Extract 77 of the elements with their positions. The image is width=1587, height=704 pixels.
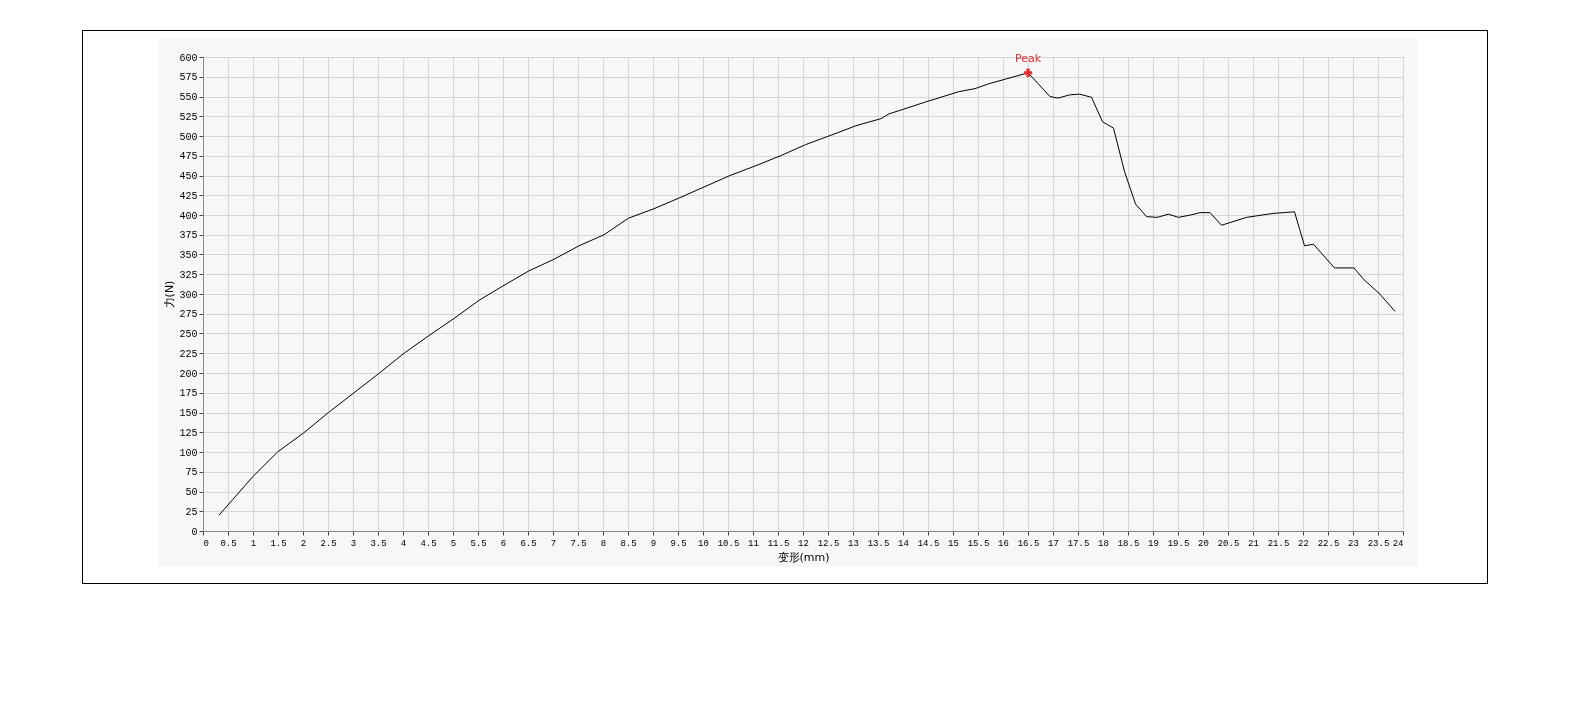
x-tick-label: 11: [748, 538, 759, 549]
x-tick-label: 1: [250, 538, 257, 549]
y-tick-label: 325: [179, 269, 198, 281]
x-tick-label: 3: [350, 538, 357, 549]
y-tick-label: 500: [179, 131, 198, 143]
y-tick-label: 0: [191, 526, 198, 538]
x-tick-label: 1.5: [270, 538, 287, 549]
x-tick-label: 3.5: [370, 538, 387, 549]
y-tick-label: 175: [179, 388, 198, 400]
y-tick-label: 450: [179, 171, 198, 182]
y-tick-label: 550: [179, 92, 198, 103]
x-tick-label: 13.5: [867, 538, 890, 549]
x-tick-label: 7.5: [570, 538, 587, 549]
y-tick-label: 375: [179, 230, 198, 242]
x-tick-label: 6.5: [520, 538, 537, 549]
x-tick-label: 13: [848, 538, 859, 549]
x-axis-title: 变形(mm): [777, 550, 830, 564]
y-tick-label: 350: [179, 250, 198, 261]
x-tick-label: 22.5: [1317, 538, 1340, 549]
x-tick-label: 17: [1048, 538, 1059, 549]
x-tick-label: 17.5: [1067, 538, 1090, 549]
x-tick-label: 4: [400, 538, 407, 549]
x-tick-label: 24: [1392, 538, 1404, 549]
x-tick-label: 2: [300, 538, 307, 549]
y-tick-label: 525: [179, 111, 198, 123]
x-tick-label: 19.5: [1167, 538, 1190, 549]
x-tick-label: 23.5: [1367, 538, 1390, 549]
x-tick-label: 9.5: [670, 538, 687, 549]
x-tick-label: 15: [948, 538, 959, 549]
y-tick-label: 300: [179, 289, 198, 301]
x-tick-label: 19: [1148, 538, 1159, 549]
x-tick-label: 4.5: [420, 538, 437, 549]
x-tick-label: 12: [798, 538, 809, 549]
y-tick-label: 25: [185, 506, 198, 518]
annotation: Peak: [1014, 51, 1042, 65]
x-tick-label: 16: [998, 538, 1009, 549]
x-tick-label: 8.5: [620, 538, 637, 549]
x-tick-label: 10: [698, 538, 709, 549]
y-tick-label: 400: [179, 210, 198, 222]
x-tick-label: 7: [550, 538, 557, 549]
x-tick-label: 6: [500, 538, 507, 549]
y-tick-label: 275: [179, 309, 198, 321]
x-tick-label: 5.5: [470, 538, 487, 549]
x-tick-label: 23: [1348, 538, 1359, 549]
x-tick-label: 16.5: [1017, 538, 1040, 549]
y-tick-label: 50: [185, 487, 198, 498]
y-tick-label: 200: [179, 368, 198, 380]
x-tick-label: 0.5: [220, 538, 237, 549]
x-tick-label: 22: [1298, 538, 1309, 549]
y-tick-label: 125: [179, 427, 198, 439]
x-tick-label: 0: [203, 538, 209, 549]
y-tick-label: 600: [179, 52, 198, 64]
x-tick-label: 12.5: [817, 538, 840, 549]
x-tick-label: 21: [1248, 538, 1259, 549]
y-tick-label: 575: [179, 72, 198, 84]
y-tick-label: 100: [179, 447, 198, 459]
x-tick-label: 14: [898, 538, 909, 549]
x-tick-label: 9: [650, 538, 657, 549]
x-tick-label: 8: [600, 538, 607, 549]
y-tick-label: 150: [179, 408, 198, 419]
x-tick-label: 18: [1098, 538, 1109, 549]
y-tick-label: 475: [179, 151, 198, 163]
x-tick-label: 21.5: [1267, 538, 1290, 549]
x-tick-label: 20: [1198, 538, 1209, 549]
x-tick-label: 15.5: [967, 538, 990, 549]
x-tick-label: 11.5: [767, 538, 790, 549]
x-tick-label: 10.5: [717, 538, 740, 549]
x-tick-label: 18.5: [1117, 538, 1140, 549]
y-tick-label: 225: [179, 348, 198, 360]
y-tick-label: 425: [179, 190, 198, 202]
x-tick-label: 2.5: [320, 538, 337, 549]
y-axis-title: 力(N): [163, 280, 177, 309]
x-tick-label: 14.5: [917, 538, 940, 549]
y-tick-label: 75: [185, 467, 198, 479]
x-tick-label: 5: [450, 538, 457, 549]
y-tick-label: 250: [179, 329, 198, 340]
x-tick-label: 20.5: [1217, 538, 1240, 549]
